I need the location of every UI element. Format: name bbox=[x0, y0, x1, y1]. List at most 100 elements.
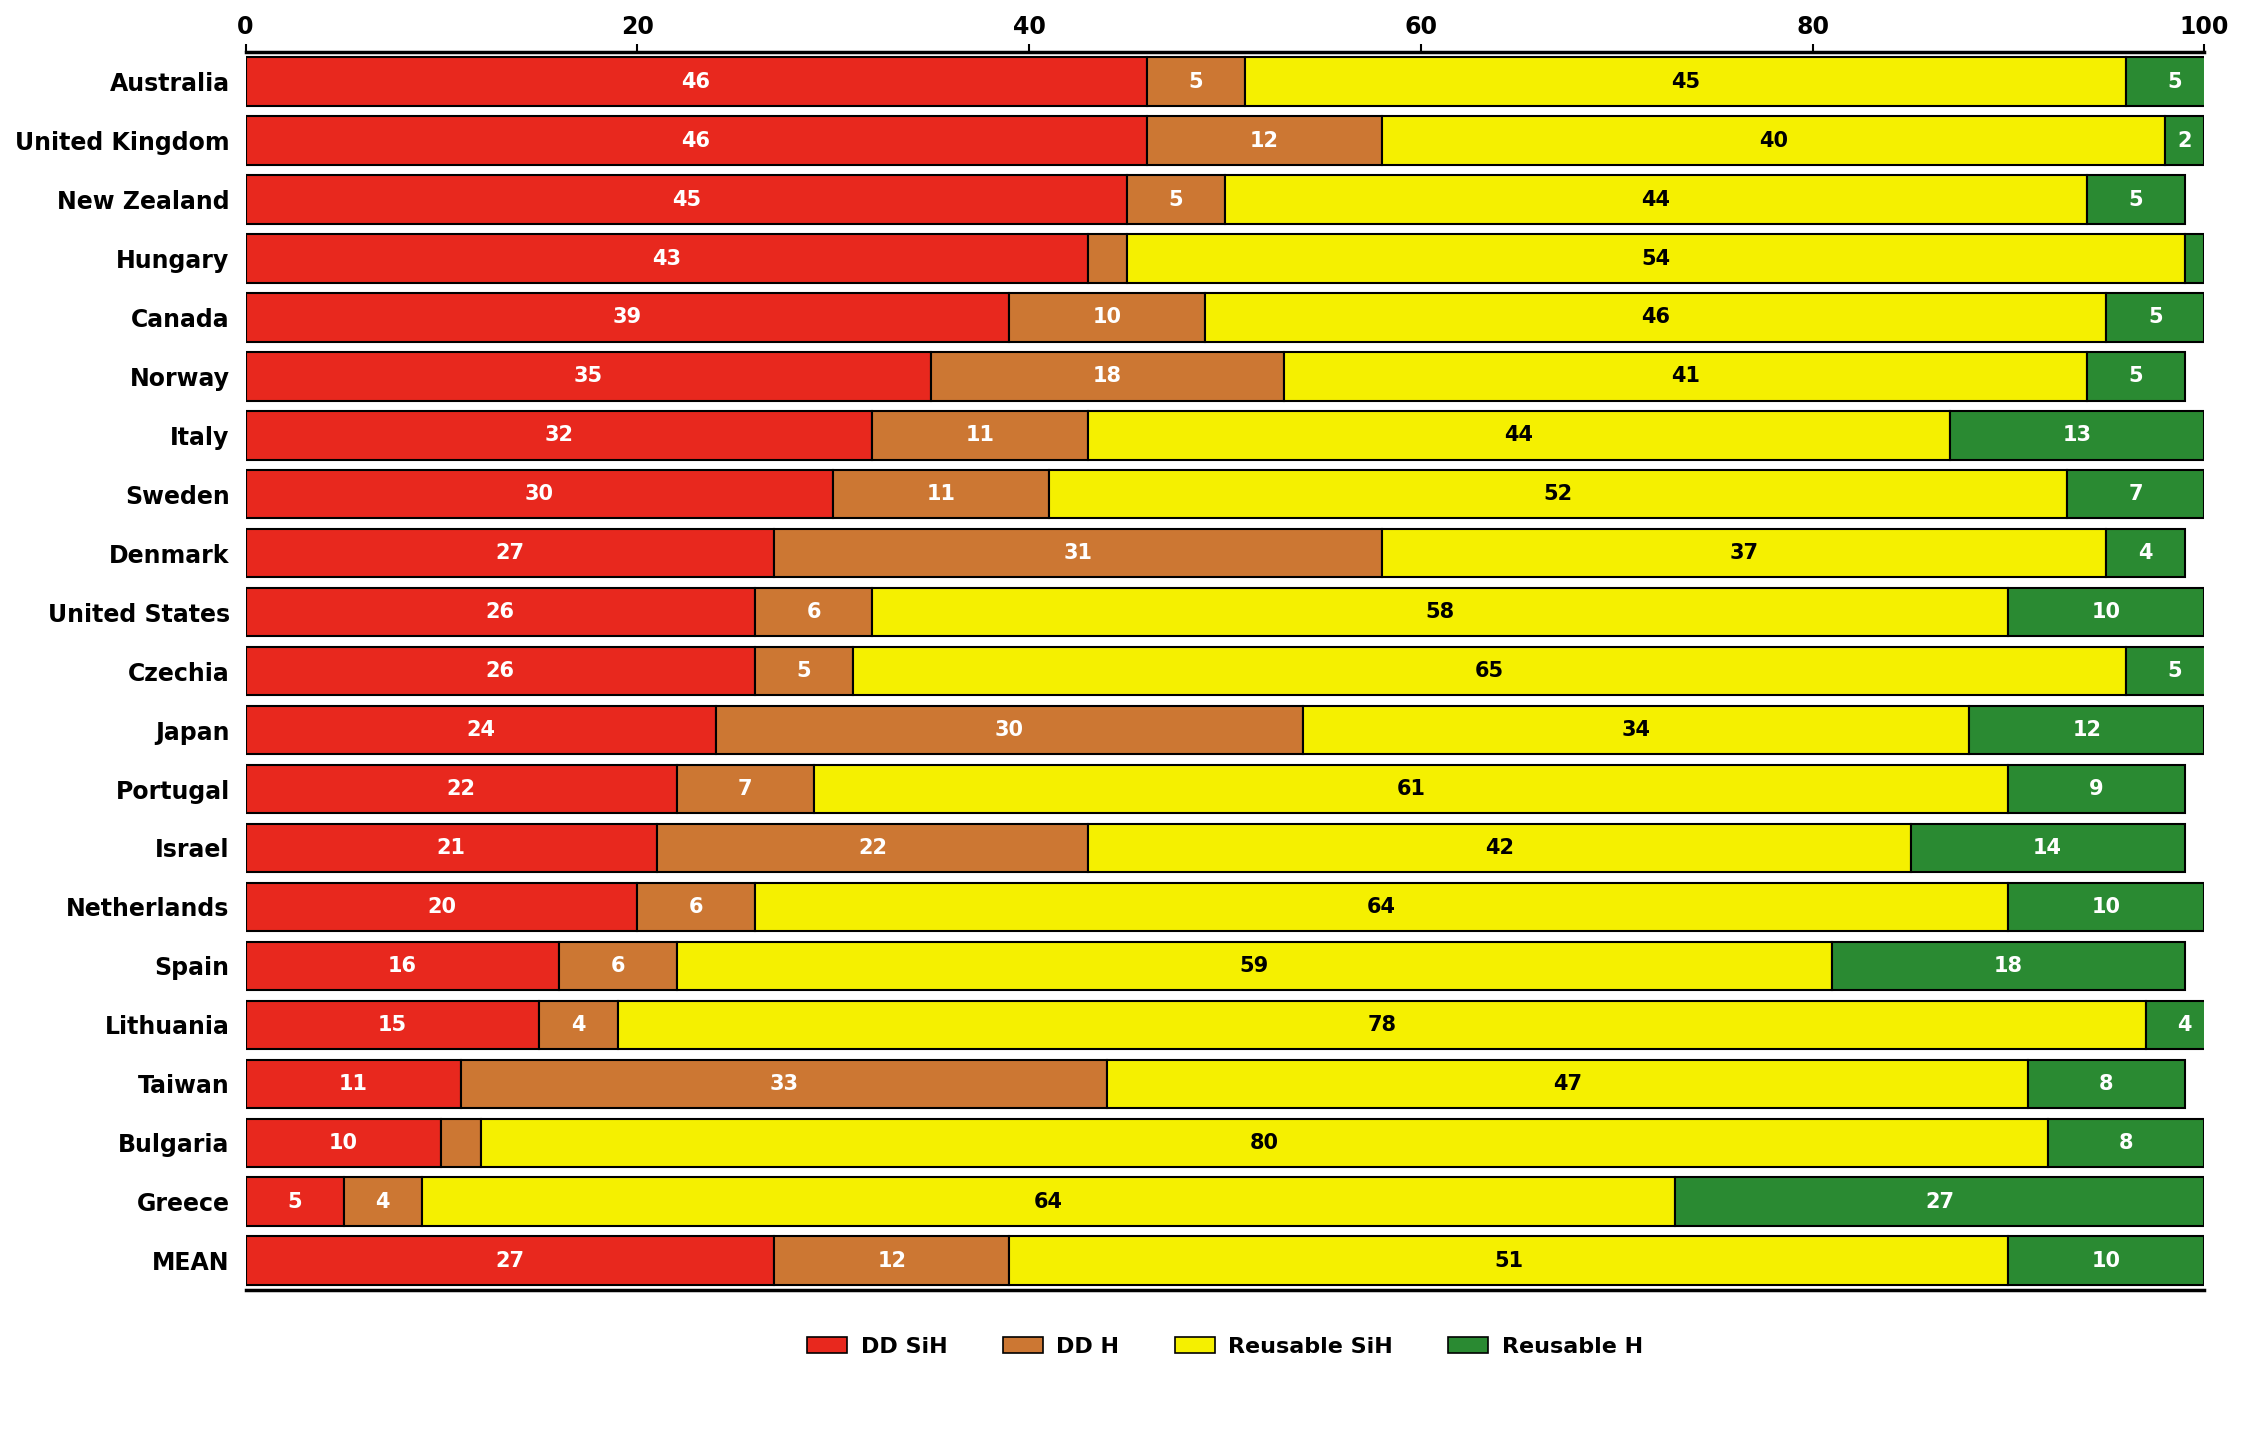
Bar bbox=[245, 1177, 343, 1226]
Text: 5: 5 bbox=[2168, 72, 2181, 91]
Bar bbox=[245, 412, 873, 459]
Bar bbox=[245, 117, 1147, 165]
Text: 32: 32 bbox=[545, 426, 574, 445]
Bar bbox=[1676, 1177, 2204, 1226]
Bar bbox=[245, 1001, 539, 1048]
Bar bbox=[460, 1060, 1109, 1108]
Text: 78: 78 bbox=[1367, 1015, 1396, 1035]
Text: 10: 10 bbox=[330, 1132, 359, 1152]
Text: 80: 80 bbox=[1250, 1132, 1279, 1152]
Text: 37: 37 bbox=[1730, 543, 1759, 563]
Text: 58: 58 bbox=[1425, 602, 1454, 622]
Bar bbox=[774, 529, 1382, 578]
Bar bbox=[1109, 1060, 2029, 1108]
Bar bbox=[1010, 1236, 2008, 1285]
Bar bbox=[2107, 293, 2204, 342]
Bar bbox=[245, 175, 1126, 224]
Text: 41: 41 bbox=[1672, 367, 1699, 387]
Bar bbox=[245, 647, 754, 696]
Bar bbox=[657, 825, 1088, 872]
Text: 7: 7 bbox=[738, 778, 752, 799]
Text: 59: 59 bbox=[1239, 956, 1268, 976]
Bar bbox=[245, 58, 1147, 105]
Bar bbox=[853, 647, 2125, 696]
Text: 5: 5 bbox=[1189, 72, 1203, 91]
Text: 18: 18 bbox=[1093, 367, 1122, 387]
Bar bbox=[716, 706, 1304, 754]
Bar bbox=[245, 941, 559, 991]
Bar bbox=[1382, 117, 2165, 165]
Text: 5: 5 bbox=[2168, 661, 2181, 682]
Bar bbox=[245, 825, 657, 872]
Bar bbox=[2186, 234, 2204, 283]
Text: 12: 12 bbox=[877, 1251, 907, 1271]
Bar bbox=[754, 588, 873, 637]
Text: 13: 13 bbox=[2062, 426, 2091, 445]
Bar bbox=[245, 588, 754, 637]
Text: 12: 12 bbox=[2071, 721, 2100, 741]
Bar bbox=[1950, 412, 2204, 459]
Bar bbox=[873, 412, 1088, 459]
Bar bbox=[245, 471, 833, 518]
Bar bbox=[245, 529, 774, 578]
Text: 61: 61 bbox=[1396, 778, 1425, 799]
Text: 5: 5 bbox=[2130, 367, 2143, 387]
Bar bbox=[1088, 412, 1950, 459]
Text: 43: 43 bbox=[653, 248, 682, 269]
Text: 5: 5 bbox=[287, 1191, 303, 1212]
Bar bbox=[1147, 117, 1382, 165]
Text: 4: 4 bbox=[2177, 1015, 2192, 1035]
Bar bbox=[617, 1001, 2145, 1048]
Text: 42: 42 bbox=[1486, 838, 1515, 858]
Bar bbox=[2165, 117, 2204, 165]
Bar bbox=[637, 882, 754, 931]
Text: 10: 10 bbox=[1093, 308, 1122, 328]
Text: 6: 6 bbox=[689, 897, 702, 917]
Bar bbox=[245, 1060, 460, 1108]
Bar bbox=[1126, 175, 1225, 224]
Bar bbox=[245, 1119, 442, 1167]
Bar bbox=[1284, 352, 2087, 400]
Text: 12: 12 bbox=[1250, 130, 1279, 150]
Text: 46: 46 bbox=[682, 130, 711, 150]
Text: 26: 26 bbox=[485, 661, 514, 682]
Text: 44: 44 bbox=[1640, 189, 1670, 209]
Text: 39: 39 bbox=[613, 308, 642, 328]
Text: 27: 27 bbox=[496, 1251, 525, 1271]
Bar bbox=[1088, 234, 1126, 283]
Text: 30: 30 bbox=[525, 484, 554, 504]
Text: 27: 27 bbox=[496, 543, 525, 563]
Bar bbox=[2008, 765, 2186, 813]
Legend: DD SiH, DD H, Reusable SiH, Reusable H: DD SiH, DD H, Reusable SiH, Reusable H bbox=[799, 1328, 1652, 1366]
Bar bbox=[2125, 647, 2224, 696]
Text: 8: 8 bbox=[2098, 1074, 2114, 1093]
Bar bbox=[754, 647, 853, 696]
Bar bbox=[343, 1177, 422, 1226]
Text: 64: 64 bbox=[1034, 1191, 1064, 1212]
Text: 11: 11 bbox=[927, 484, 956, 504]
Bar bbox=[245, 882, 637, 931]
Text: 6: 6 bbox=[610, 956, 626, 976]
Text: 40: 40 bbox=[1759, 130, 1788, 150]
Text: 5: 5 bbox=[797, 661, 810, 682]
Text: 65: 65 bbox=[1474, 661, 1503, 682]
Bar bbox=[1088, 825, 1910, 872]
Text: 46: 46 bbox=[682, 72, 711, 91]
Text: 35: 35 bbox=[574, 367, 604, 387]
Bar bbox=[245, 352, 931, 400]
Text: 34: 34 bbox=[1622, 721, 1652, 741]
Bar bbox=[2107, 529, 2186, 578]
Text: 9: 9 bbox=[2089, 778, 2105, 799]
Text: 64: 64 bbox=[1367, 897, 1396, 917]
Bar bbox=[2067, 471, 2204, 518]
Text: 30: 30 bbox=[994, 721, 1023, 741]
Bar bbox=[1225, 175, 2087, 224]
Bar bbox=[1205, 293, 2107, 342]
Text: 15: 15 bbox=[377, 1015, 406, 1035]
Bar bbox=[245, 1236, 774, 1285]
Bar bbox=[1010, 293, 1205, 342]
Bar bbox=[245, 293, 1010, 342]
Text: 20: 20 bbox=[426, 897, 456, 917]
Text: 27: 27 bbox=[1925, 1191, 1955, 1212]
Bar bbox=[1304, 706, 1970, 754]
